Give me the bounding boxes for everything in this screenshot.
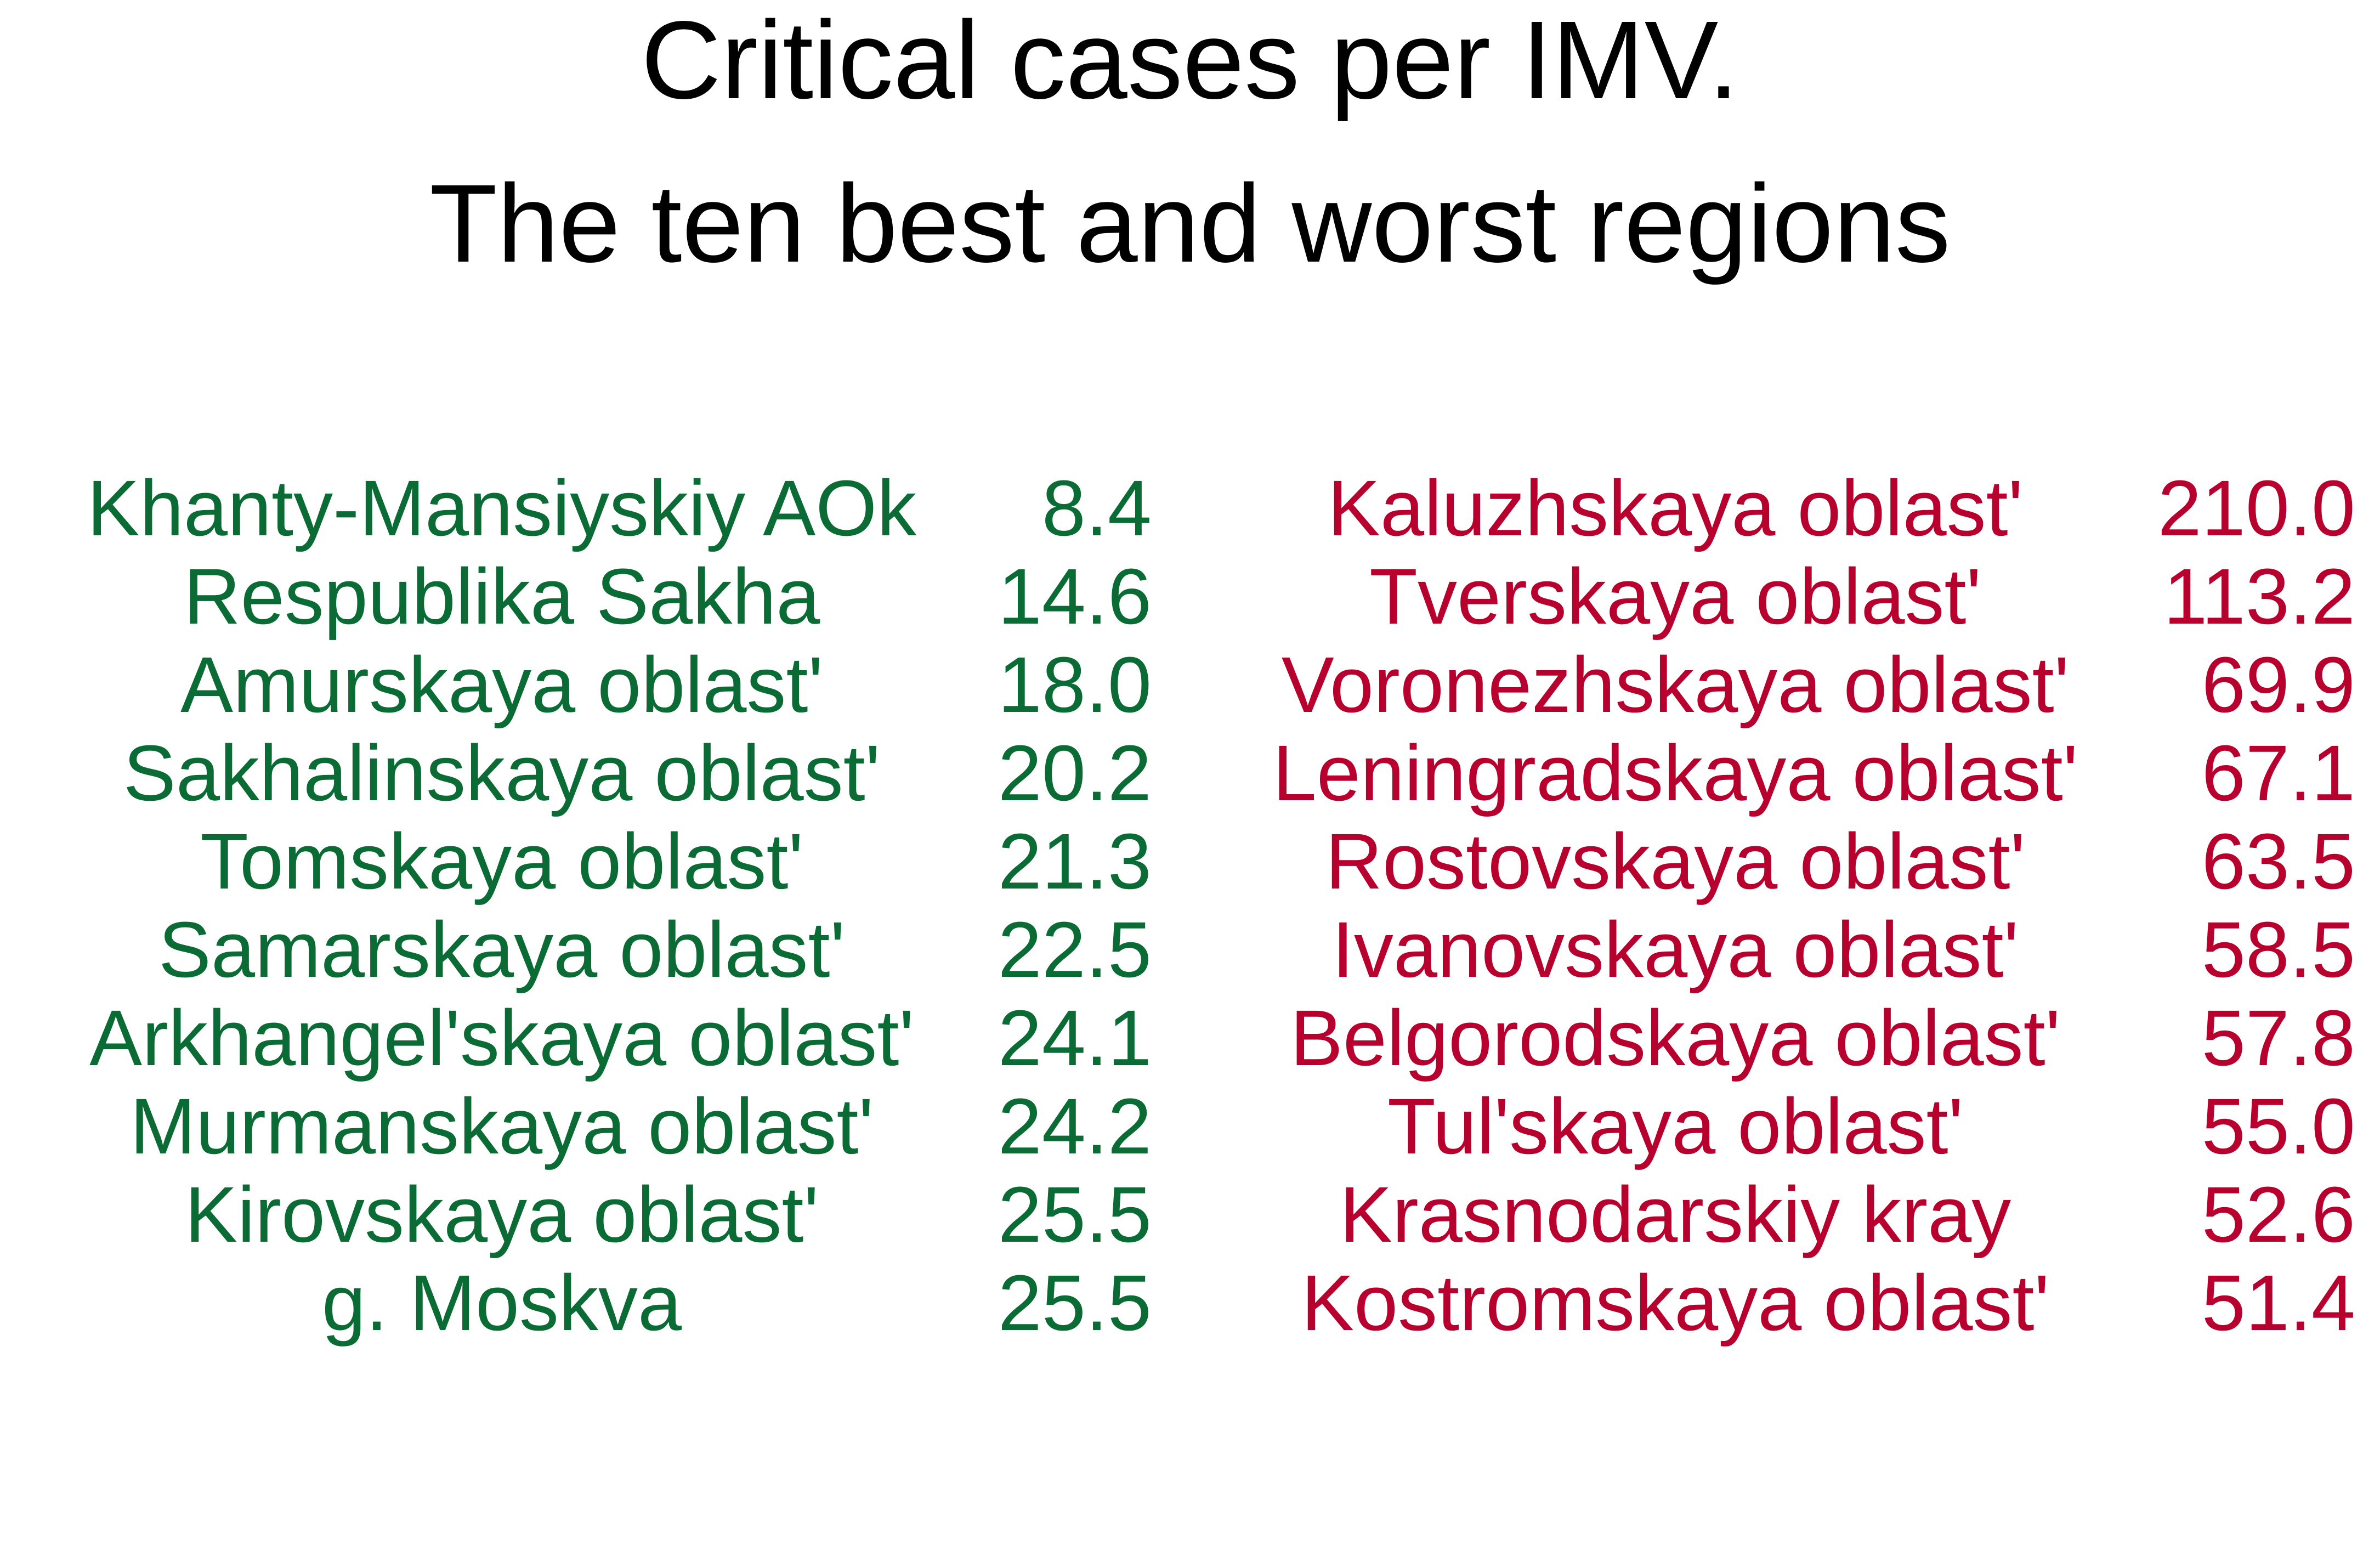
- best-region-value: 24.1: [998, 994, 1152, 1082]
- best-region-value: 8.4: [1041, 464, 1152, 552]
- worst-region-name: Tulʹskaya oblastʹ: [1387, 1082, 1964, 1170]
- worst-region-value: 55.0: [2201, 1082, 2355, 1170]
- best-region-name: Khanty-Mansiyskiy AOk: [87, 464, 917, 552]
- worst-region-name: Voronezhskaya oblastʹ: [1281, 641, 2070, 729]
- best-region-value: 22.5: [998, 906, 1152, 994]
- best-region-name: Respublika Sakha: [183, 552, 820, 641]
- best-region-value: 25.5: [998, 1259, 1152, 1347]
- worst-region-name: Krasnodarskiy kray: [1339, 1170, 2011, 1259]
- chart-subtitle: The ten best and worst regions: [429, 161, 1951, 285]
- best-region-value: 20.2: [998, 729, 1152, 817]
- worst-region-value: 69.9: [2201, 641, 2355, 729]
- best-region-value: 14.6: [998, 552, 1152, 641]
- worst-region-value: 52.6: [2201, 1170, 2355, 1259]
- best-region-name: Murmanskaya oblastʹ: [129, 1082, 874, 1170]
- worst-region-name: Kaluzhskaya oblastʹ: [1327, 464, 2024, 552]
- best-region-name: Kirovskaya oblastʹ: [184, 1170, 819, 1259]
- best-region-value: 25.5: [998, 1170, 1152, 1259]
- worst-region-name: Tverskaya oblastʹ: [1369, 552, 1981, 641]
- best-region-value: 18.0: [998, 641, 1152, 729]
- best-region-name: Samarskaya oblastʹ: [158, 906, 846, 994]
- worst-region-value: 63.5: [2201, 817, 2355, 906]
- chart-title: Critical cases per IMV.: [641, 0, 1739, 122]
- worst-region-name: Belgorodskaya oblastʹ: [1290, 994, 2061, 1082]
- best-region-name: Amurskaya oblastʹ: [180, 641, 823, 729]
- worst-region-value: 58.5: [2201, 906, 2355, 994]
- worst-region-name: Ivanovskaya oblastʹ: [1331, 906, 2019, 994]
- best-region-value: 21.3: [998, 817, 1152, 906]
- best-region-name: g. Moskva: [321, 1259, 682, 1347]
- worst-region-value: 210.0: [2157, 464, 2355, 552]
- worst-region-name: Leningradskaya oblastʹ: [1272, 729, 2078, 817]
- worst-region-value: 113.2: [2163, 552, 2355, 641]
- best-region-name: Tomskaya oblastʹ: [200, 817, 803, 906]
- best-region-name: Arkhangelʹskaya oblastʹ: [89, 994, 914, 1082]
- worst-region-value: 57.8: [2201, 994, 2355, 1082]
- worst-region-name: Rostovskaya oblastʹ: [1325, 817, 2026, 906]
- worst-region-name: Kostromskaya oblastʹ: [1301, 1259, 2050, 1347]
- best-region-name: Sakhalinskaya oblastʹ: [123, 729, 881, 817]
- worst-region-value: 51.4: [2201, 1259, 2355, 1347]
- best-region-value: 24.2: [998, 1082, 1152, 1170]
- worst-region-value: 67.1: [2201, 729, 2355, 817]
